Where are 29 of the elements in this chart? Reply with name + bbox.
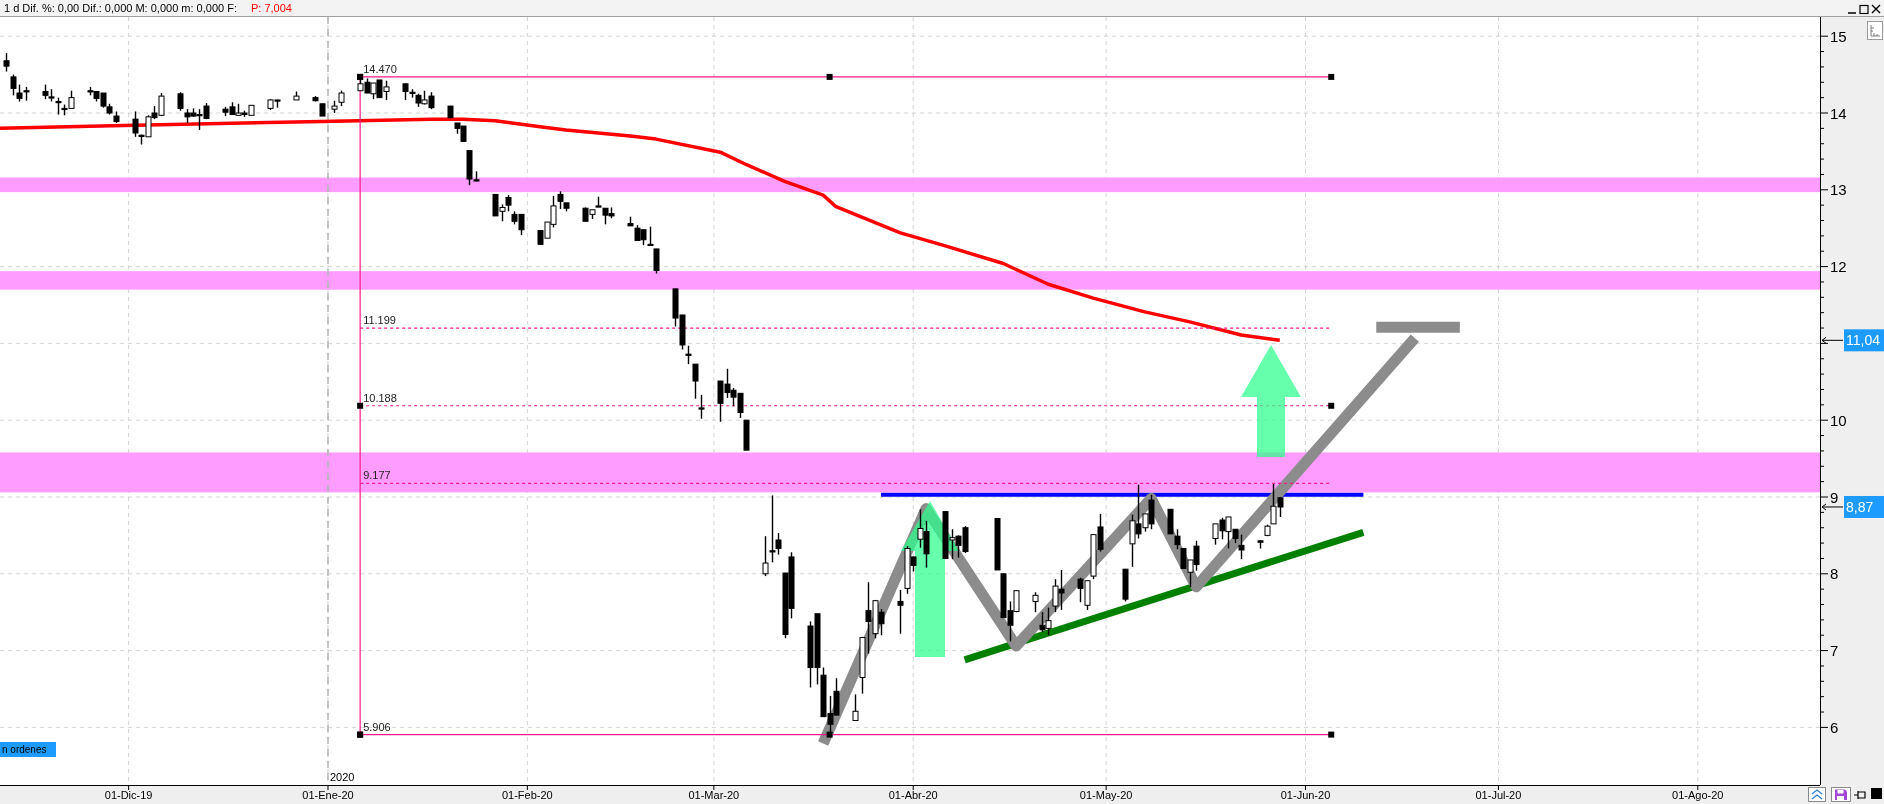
- x-tick-label: 01-Mar-20: [688, 789, 740, 801]
- y-tick-label: 14: [1830, 104, 1847, 122]
- y-tick-label: 7: [1830, 642, 1839, 660]
- x-tick-label: 01-Feb-20: [501, 789, 553, 801]
- y-tick-label: 12: [1830, 258, 1847, 276]
- x-tick-label: 01-Ago-20: [1672, 789, 1724, 801]
- annotation: 9.177: [363, 469, 391, 482]
- annotation: 10.188: [363, 391, 397, 404]
- annotation: 5.906: [363, 720, 391, 733]
- chart-title: 1 d Dif. %: 0,00 Dif.: 0,000 M: 0,000 m: 0,000 F:: [4, 2, 237, 14]
- x-tick-label: 01-Jun-20: [1280, 789, 1331, 801]
- annotation: n ordenes: [2, 744, 47, 755]
- x-tick-label: 01-Ene-20: [302, 789, 354, 801]
- x-tick-label: 01-Dic-19: [104, 789, 153, 801]
- x-tick-label: 01-Abr-20: [888, 789, 938, 801]
- text: 8,87: [1846, 498, 1874, 515]
- x-tick-label: 01-May-20: [1079, 789, 1133, 801]
- y-tick-label: 8: [1830, 565, 1839, 583]
- y-tick-label: 9: [1830, 488, 1839, 506]
- y-tick-label: 10: [1830, 411, 1847, 429]
- y-tick-label: 6: [1830, 718, 1839, 736]
- y-tick-label: 15: [1830, 27, 1847, 45]
- text: 11,04: [1846, 332, 1881, 349]
- annotation: 14.470: [363, 62, 397, 75]
- ref-line-label: 2020: [329, 771, 355, 783]
- annotation: 11.199: [363, 314, 396, 327]
- chart-subtitle: P: 7,004: [250, 2, 292, 14]
- x-tick-label: 01-Jul-20: [1475, 789, 1522, 801]
- y-tick-label: 13: [1830, 181, 1847, 199]
